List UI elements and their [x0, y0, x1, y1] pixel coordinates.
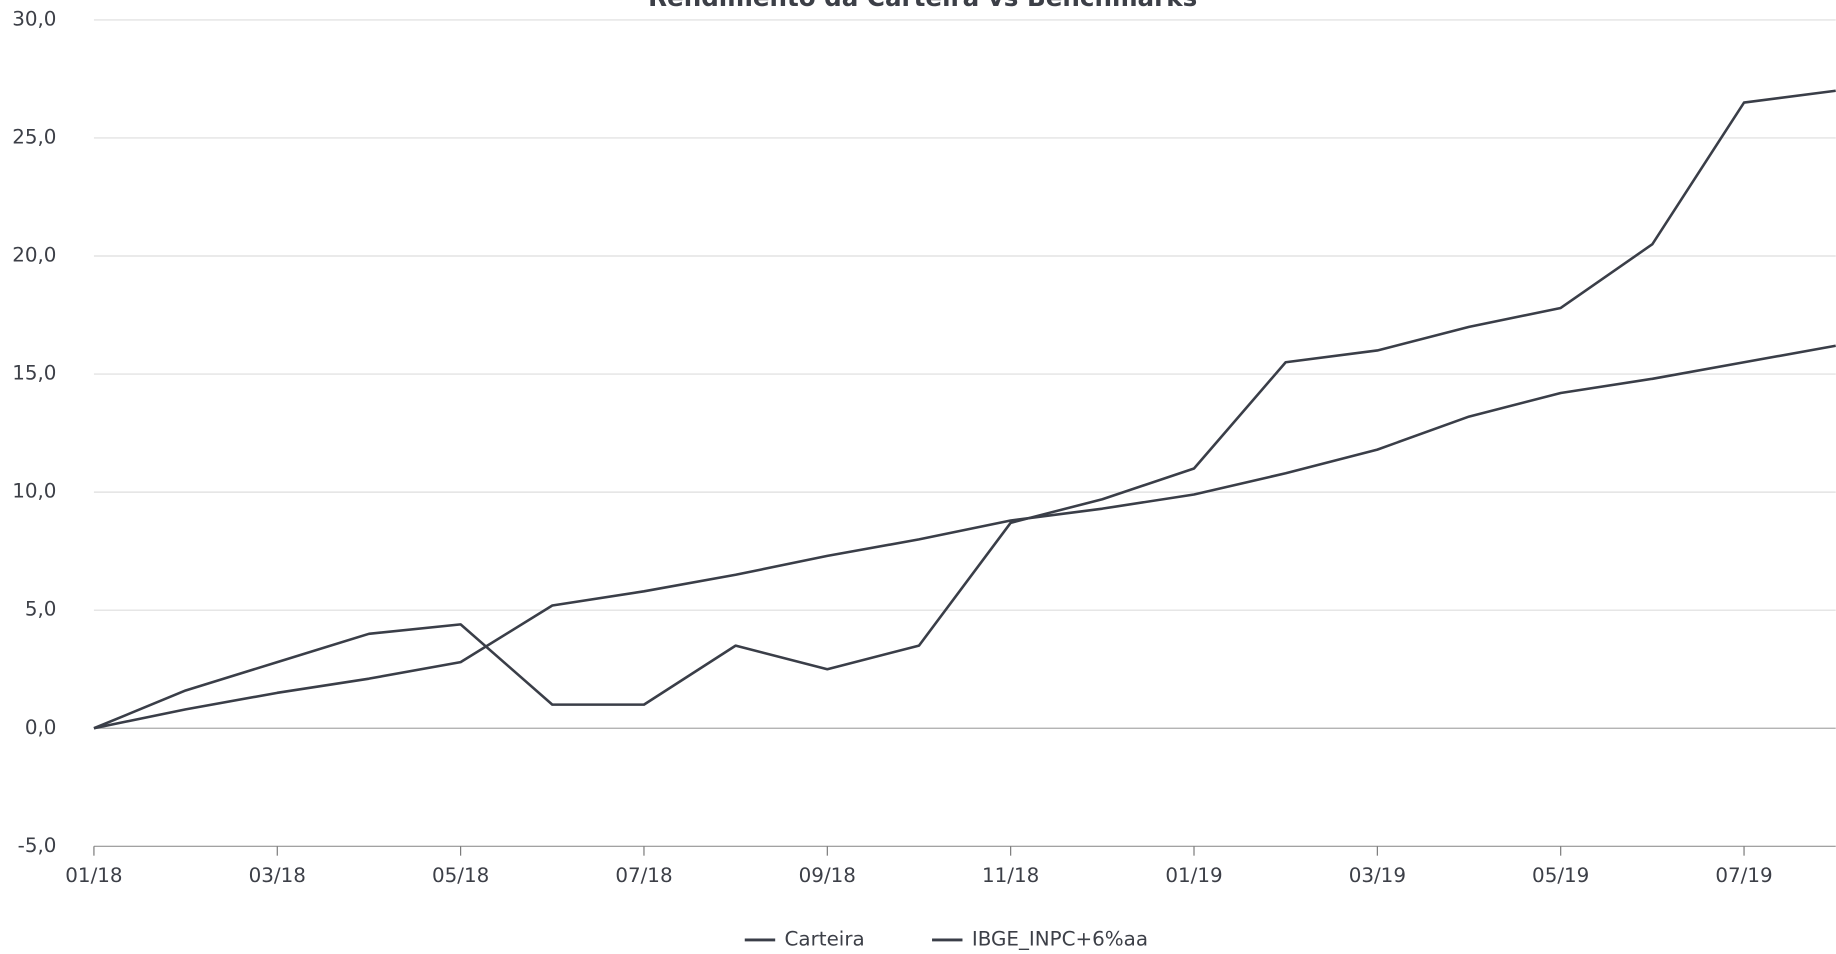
x-tick-label: 07/18 [615, 864, 672, 887]
x-tick-label: 03/19 [1349, 864, 1406, 887]
data-line [93, 344, 1836, 730]
y-tick-label: 30,0 [12, 7, 56, 30]
x-tick-label: 01/18 [65, 864, 122, 887]
x-tick-label: 11/18 [982, 864, 1039, 887]
x-tick-label: 05/19 [1532, 864, 1589, 887]
y-tick-label: 10,0 [12, 480, 56, 503]
chart-title: Rendimento da Carteira vs Benchmarks [648, 0, 1197, 12]
y-tick-label: -5,0 [18, 834, 57, 857]
y-tick-label: 20,0 [12, 244, 56, 267]
y-tick-label: 5,0 [25, 598, 57, 621]
y-tick-label: 0,0 [25, 716, 57, 739]
legend-label: Carteira [785, 927, 865, 950]
y-tick-label: 25,0 [12, 125, 56, 148]
x-tick-label: 05/18 [432, 864, 489, 887]
data-line [93, 89, 1836, 730]
x-tick-label: 07/19 [1715, 864, 1772, 887]
legend-label: IBGE_INPC+6%aa [972, 927, 1148, 950]
x-tick-label: 03/18 [249, 864, 306, 887]
x-tick-label: 01/19 [1165, 864, 1222, 887]
y-tick-label: 15,0 [12, 362, 56, 385]
x-tick-label: 09/18 [799, 864, 856, 887]
